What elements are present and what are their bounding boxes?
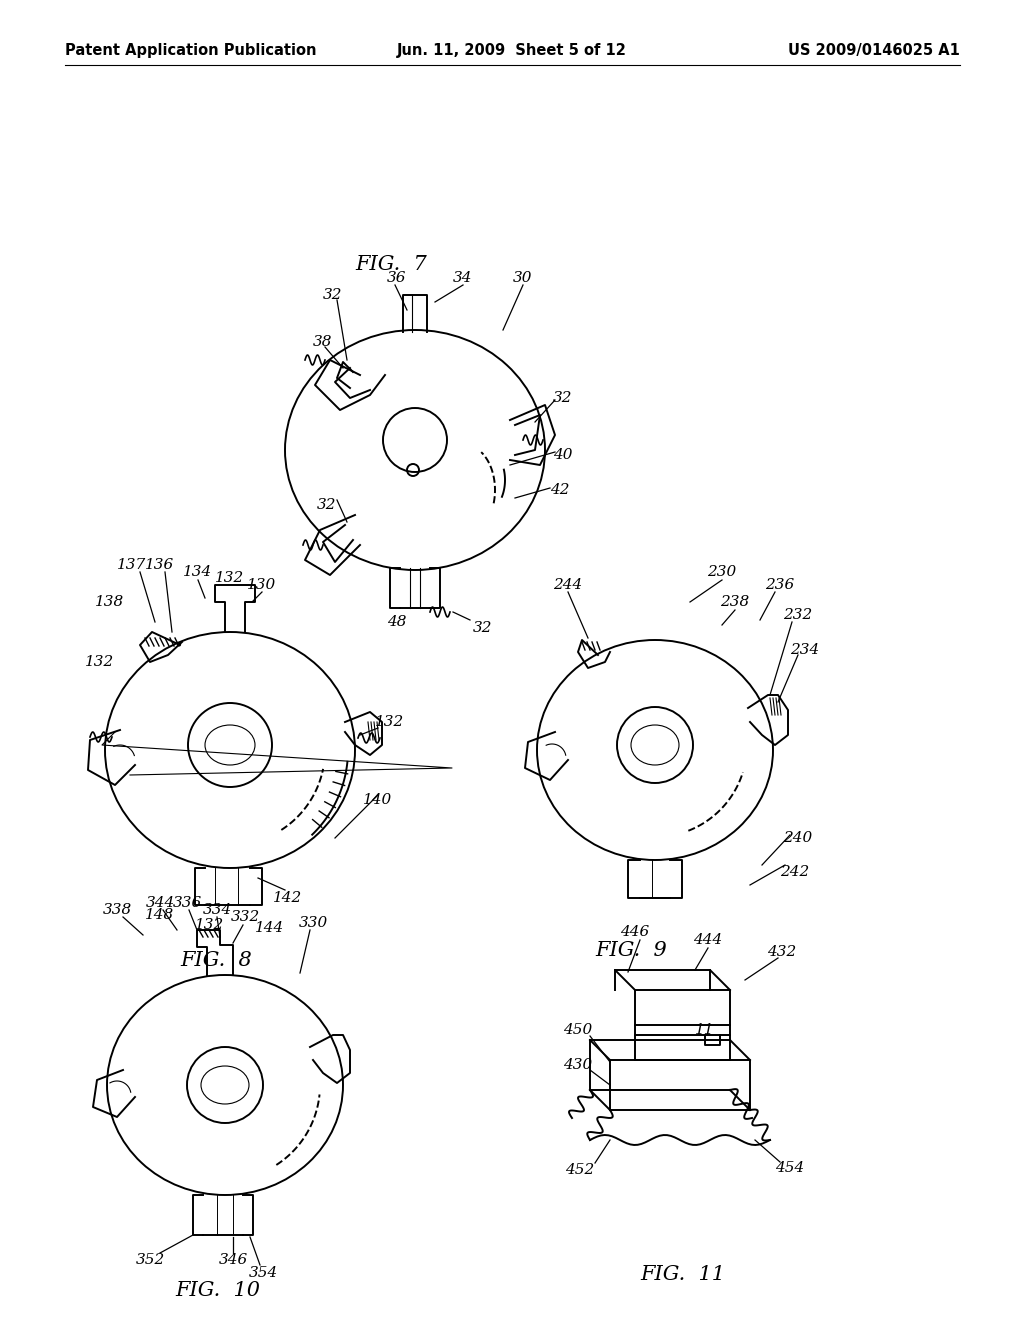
Text: 132: 132	[376, 715, 404, 729]
Text: 242: 242	[780, 865, 810, 879]
Text: 32: 32	[317, 498, 337, 512]
Text: 132: 132	[196, 917, 224, 932]
Text: 230: 230	[708, 565, 736, 579]
Text: 446: 446	[621, 925, 649, 939]
Text: 338: 338	[102, 903, 132, 917]
Text: 144: 144	[255, 921, 285, 935]
Text: 130: 130	[248, 578, 276, 591]
Text: 430: 430	[563, 1059, 593, 1072]
Text: 136: 136	[145, 558, 175, 572]
Text: 346: 346	[218, 1253, 248, 1267]
Text: Jun. 11, 2009  Sheet 5 of 12: Jun. 11, 2009 Sheet 5 of 12	[397, 42, 627, 58]
Text: 432: 432	[767, 945, 797, 960]
Text: FIG.  10: FIG. 10	[175, 1280, 260, 1299]
Text: 32: 32	[324, 288, 343, 302]
Text: 454: 454	[775, 1162, 805, 1175]
Text: 42: 42	[550, 483, 569, 498]
Text: 142: 142	[273, 891, 303, 906]
Text: FIG.  8: FIG. 8	[180, 950, 252, 969]
Text: Patent Application Publication: Patent Application Publication	[65, 42, 316, 58]
Text: 232: 232	[783, 609, 813, 622]
Text: US 2009/0146025 A1: US 2009/0146025 A1	[788, 42, 961, 58]
Text: 240: 240	[783, 832, 813, 845]
Text: 48: 48	[387, 615, 407, 630]
Text: 132: 132	[85, 655, 115, 669]
Text: 344: 344	[145, 896, 175, 909]
Text: 38: 38	[313, 335, 333, 348]
Text: 11: 11	[695, 1023, 715, 1038]
Text: 334: 334	[203, 903, 231, 917]
Text: 34: 34	[454, 271, 473, 285]
Text: 137: 137	[118, 558, 146, 572]
Text: 354: 354	[249, 1266, 278, 1280]
Text: 452: 452	[565, 1163, 595, 1177]
Text: 234: 234	[791, 643, 819, 657]
Text: FIG.  11: FIG. 11	[640, 1266, 725, 1284]
Text: 32: 32	[553, 391, 572, 405]
Text: 40: 40	[553, 447, 572, 462]
Text: 236: 236	[765, 578, 795, 591]
Text: FIG.  7: FIG. 7	[355, 256, 427, 275]
Text: 132: 132	[215, 572, 245, 585]
Text: 332: 332	[230, 909, 260, 924]
Text: 444: 444	[693, 933, 723, 946]
Text: 148: 148	[145, 908, 175, 921]
Text: 30: 30	[513, 271, 532, 285]
Text: 140: 140	[364, 793, 392, 807]
Text: 36: 36	[387, 271, 407, 285]
Text: 336: 336	[172, 896, 202, 909]
Text: 134: 134	[183, 565, 213, 579]
Text: 330: 330	[298, 916, 328, 931]
Text: 32: 32	[473, 620, 493, 635]
Text: 138: 138	[95, 595, 125, 609]
Text: 238: 238	[720, 595, 750, 609]
Text: 450: 450	[563, 1023, 593, 1038]
Text: 244: 244	[553, 578, 583, 591]
Text: FIG.  9: FIG. 9	[595, 940, 667, 960]
Text: 352: 352	[135, 1253, 165, 1267]
